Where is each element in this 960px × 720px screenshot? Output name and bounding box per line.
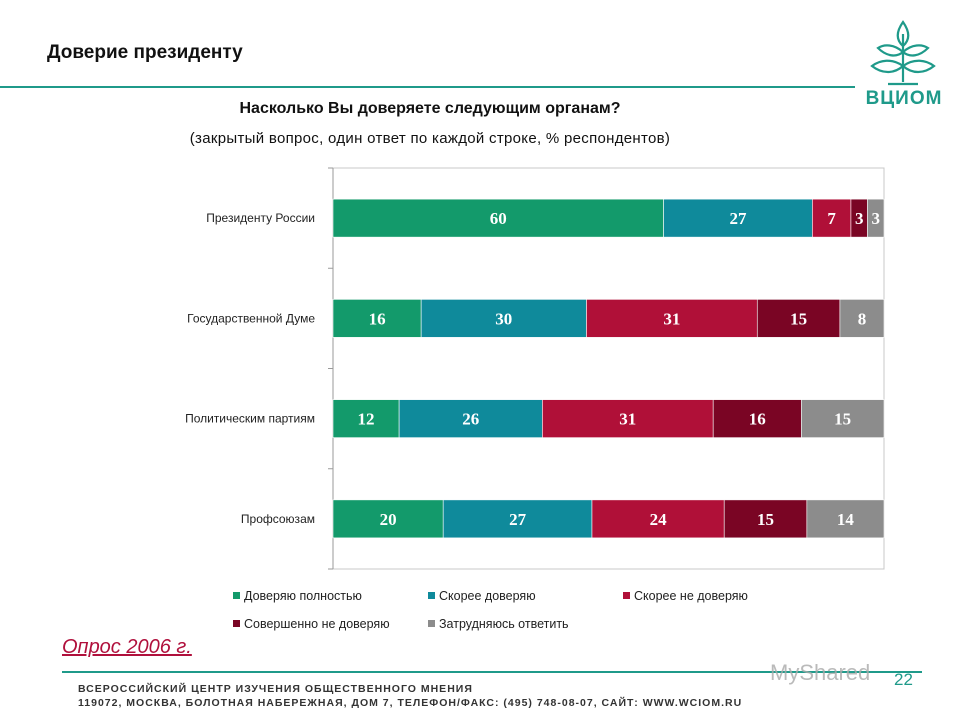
bar-segment	[591, 499, 725, 539]
legend-swatch	[233, 592, 240, 599]
data-label: 24	[650, 510, 668, 529]
data-label: 14	[837, 510, 855, 529]
data-label: 15	[757, 510, 774, 529]
header-divider	[0, 86, 855, 88]
bar-segment	[398, 399, 543, 438]
bar-segment	[332, 499, 444, 539]
bar-segment	[806, 499, 885, 539]
data-label: 16	[749, 410, 766, 429]
legend-swatch	[233, 620, 240, 627]
question-text: Насколько Вы доверяете следующим органам…	[239, 100, 621, 117]
data-label: 20	[380, 510, 397, 529]
category-label: Профсоюзам	[241, 512, 315, 526]
bar-segment	[839, 299, 885, 338]
bar-segment	[420, 299, 587, 338]
watermark: MyShared	[770, 660, 871, 685]
question-subtitle: (закрытый вопрос, один ответ по каждой с…	[189, 130, 671, 147]
data-label: 8	[858, 309, 867, 328]
data-label: 60	[490, 209, 507, 228]
bar-segment	[867, 198, 885, 238]
bar-segment	[332, 399, 400, 438]
category-label: Президенту России	[206, 211, 315, 225]
legend-swatch	[428, 592, 435, 599]
category-label: Политическим партиям	[185, 412, 315, 426]
data-label: 15	[790, 309, 807, 328]
bar-segment	[586, 299, 758, 338]
legend-label: Совершенно не доверяю	[244, 617, 390, 631]
survey-year-link[interactable]: Опрос 2006 г.	[62, 636, 192, 658]
bar-segment	[332, 299, 422, 338]
footer-address: 119072, МОСКВА, БОЛОТНАЯ НАБЕРЕЖНАЯ, ДОМ…	[78, 697, 743, 709]
bar-segment	[663, 198, 813, 238]
footer-divider	[62, 671, 922, 673]
data-label: 30	[495, 309, 512, 328]
data-label: 15	[834, 410, 851, 429]
legend-label: Скорее доверяю	[439, 589, 536, 603]
legend-swatch	[428, 620, 435, 627]
page-number: 22	[894, 670, 913, 689]
data-label: 16	[369, 309, 386, 328]
data-label: 3	[871, 209, 880, 228]
bar-segment	[542, 399, 714, 438]
bar-segment	[442, 499, 593, 539]
data-label: 31	[663, 309, 680, 328]
legend-label: Скорее не доверяю	[634, 589, 748, 603]
legend-swatch	[623, 592, 630, 599]
data-label: 27	[509, 510, 527, 529]
data-label: 7	[827, 209, 836, 228]
footer-organization: ВСЕРОССИЙСКИЙ ЦЕНТР ИЗУЧЕНИЯ ОБЩЕСТВЕННО…	[78, 683, 473, 695]
legend-label: Затрудняюсь ответить	[439, 617, 569, 631]
data-label: 12	[358, 410, 375, 429]
category-label: Государственной Думе	[187, 311, 315, 325]
slide-title: Доверие президенту	[47, 42, 243, 63]
data-label: 31	[619, 410, 636, 429]
wciom-logo-icon	[870, 20, 936, 86]
data-label: 26	[462, 410, 479, 429]
data-label: 27	[729, 209, 747, 228]
bar-segment	[723, 499, 808, 539]
data-label: 3	[855, 209, 864, 228]
bar-segment	[332, 198, 664, 238]
bar-segment	[712, 399, 802, 438]
bar-segment	[801, 399, 885, 438]
legend-label: Доверяю полностью	[244, 589, 362, 603]
bar-segment	[756, 299, 841, 338]
logo-text: ВЦИОМ	[865, 88, 943, 109]
